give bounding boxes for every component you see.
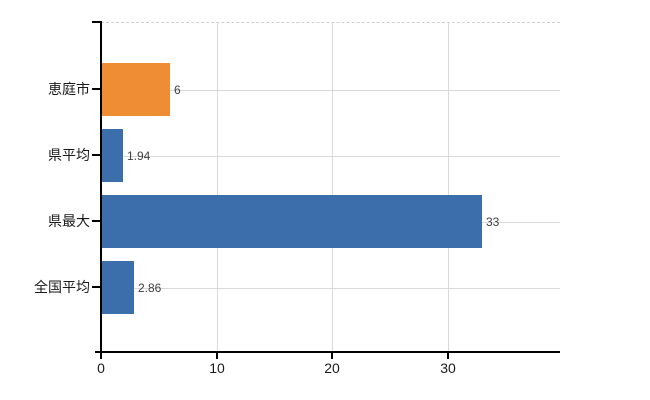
x-axis-tick-mark [447, 352, 449, 359]
bar-value-label: 33 [486, 215, 500, 229]
category-tick-mark [92, 154, 101, 156]
x-tick-label-10: 10 [209, 360, 225, 376]
bar-県平均 [101, 129, 123, 182]
x-tick-label-30: 30 [440, 360, 456, 376]
x-tick-label-0: 0 [97, 360, 105, 376]
x-tick-label-20: 20 [324, 360, 340, 376]
bar-value-label: 6 [174, 83, 181, 97]
bar-value-label: 2.86 [138, 281, 162, 295]
category-tick-mark [92, 286, 101, 288]
x-gridline [217, 23, 218, 353]
plot-area: 6 1.94 33 2.86 [101, 22, 560, 353]
category-label-県平均: 県平均 [48, 147, 90, 163]
x-axis-tick-mark [216, 352, 218, 359]
x-axis-tick-mark [100, 352, 102, 359]
category-tick-mark [92, 88, 101, 90]
y-axis-top-tick [92, 21, 101, 23]
x-gridline [448, 23, 449, 353]
x-axis-line [95, 351, 560, 353]
y-axis-line [100, 21, 102, 353]
x-axis-tick-mark [331, 352, 333, 359]
row-gridline [101, 288, 560, 289]
category-label-県最大: 県最大 [48, 213, 90, 229]
x-gridline [332, 23, 333, 353]
category-tick-mark [92, 220, 101, 222]
row-gridline [101, 90, 560, 91]
row-gridline [101, 156, 560, 157]
category-label-全国平均: 全国平均 [34, 279, 90, 295]
bar-value-label: 1.94 [127, 149, 151, 163]
bar-全国平均 [101, 261, 134, 314]
category-label-恵庭市: 恵庭市 [48, 81, 90, 97]
bar-県最大 [101, 195, 482, 248]
bar-恵庭市 [101, 63, 170, 116]
